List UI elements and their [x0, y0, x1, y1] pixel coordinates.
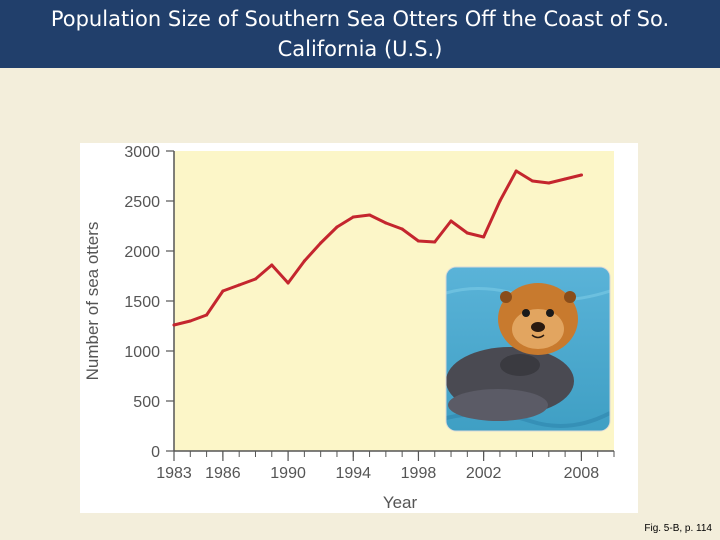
x-tick-label: 1994 — [335, 465, 371, 482]
x-tick-label: 2008 — [564, 465, 600, 482]
y-axis-label: Number of sea otters — [83, 222, 102, 381]
data-point — [302, 259, 306, 263]
data-point — [221, 289, 225, 293]
data-point — [368, 213, 372, 217]
data-point — [205, 313, 209, 317]
data-point — [482, 235, 486, 239]
data-point — [253, 277, 257, 281]
x-axis-label: Year — [383, 493, 418, 512]
chart-panel: 0 500 1000 1500 2000 2500 3000 1983 1986 1990 1994… — [80, 143, 638, 513]
y-tick-label: 1000 — [124, 344, 160, 361]
sea-otter-photo — [445, 266, 611, 432]
data-point — [237, 283, 241, 287]
data-point — [465, 231, 469, 235]
data-point — [384, 221, 388, 225]
x-tick-label: 1998 — [401, 465, 437, 482]
y-tick-label: 2000 — [124, 244, 160, 261]
series-line — [172, 169, 583, 327]
x-tick-label: 1986 — [205, 465, 241, 482]
slide-title: Population Size of Southern Sea Otters O… — [0, 0, 720, 68]
data-point — [547, 181, 551, 185]
data-point — [579, 173, 583, 177]
y-tick-label: 500 — [133, 394, 160, 411]
data-point — [563, 177, 567, 181]
data-point — [449, 219, 453, 223]
data-point — [514, 169, 518, 173]
figure-credit: Fig. 5-B, p. 114 — [644, 523, 712, 534]
x-tick-label: 1983 — [156, 465, 192, 482]
data-point — [498, 199, 502, 203]
data-point — [188, 319, 192, 323]
data-point — [400, 227, 404, 231]
data-point — [319, 241, 323, 245]
data-point — [351, 215, 355, 219]
data-point — [416, 239, 420, 243]
y-tick-label: 3000 — [124, 144, 160, 161]
y-tick-label: 2500 — [124, 194, 160, 211]
y-tick-label: 1500 — [124, 294, 160, 311]
x-tick-label: 2002 — [466, 465, 502, 482]
x-tick-label: 1990 — [270, 465, 306, 482]
data-point — [270, 263, 274, 267]
data-point — [531, 179, 535, 183]
data-point — [172, 323, 176, 327]
data-point — [433, 240, 437, 244]
sea-otter-population-chart: 0 500 1000 1500 2000 2500 3000 1983 1986 1990 1994… — [83, 144, 615, 512]
y-tick-label: 0 — [151, 444, 160, 461]
data-point — [286, 281, 290, 285]
data-point — [335, 225, 339, 229]
